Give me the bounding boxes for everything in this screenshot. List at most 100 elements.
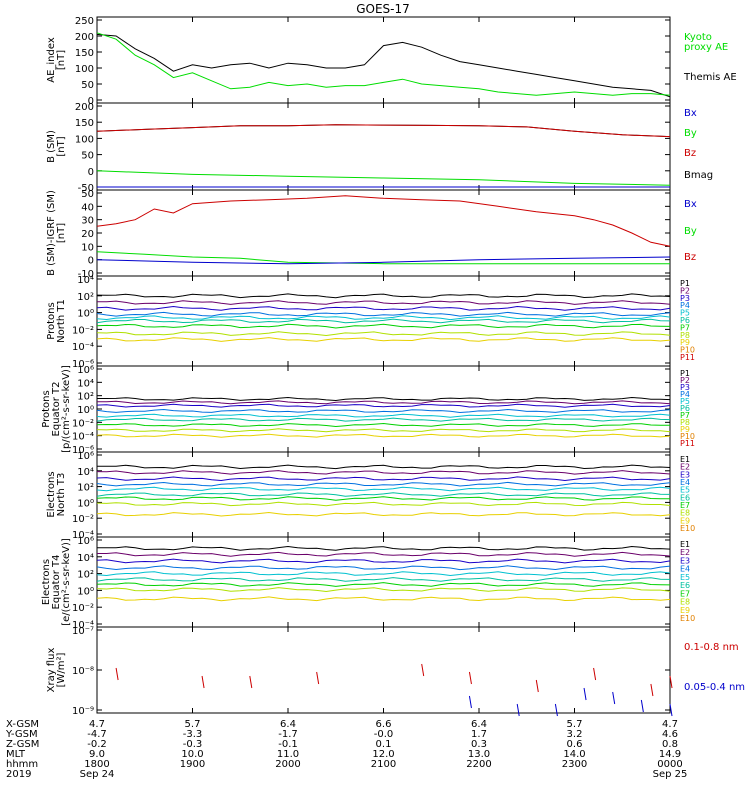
y-tick-label: 250 [75,16,94,27]
protons-equator-t2-ch5 [96,413,671,418]
panel-eet4: 10⁶ 10⁴ 10² 10⁰ 10⁻² 10⁻⁴ Electrons Equator T4[… [41,536,695,631]
legend-entry: E1 [680,455,690,464]
legend-entry: P3 [680,294,690,303]
protons-north-t1-ch7 [96,323,671,329]
xray-long-segment [535,679,539,693]
legend-entry: E2 [680,548,690,557]
legend-entry: E5 [680,573,690,582]
y-tick-label: 10⁻² [72,325,94,336]
y-tick-label: 50 [81,151,94,162]
electrons-north-t3-ch3 [96,476,671,482]
legend-entry: P7 [680,323,690,332]
footer-value: 5.7 [567,719,583,730]
y-tick-label: 10⁻⁶ [72,445,94,456]
bsm-bmag-series [96,124,671,138]
y-tick-label: 10⁻⁴ [72,620,94,631]
y-axis-label: [nT] [56,223,67,243]
legend-entry: 0.05-0.4 nm [684,682,745,693]
protons-equator-t2-ch1 [97,396,671,402]
electrons-equator-t4-ch8 [96,587,671,593]
electrons-north-t3-ch8 [96,501,671,507]
y-tick-label: 10⁻⁴ [72,432,94,443]
electrons-north-t3-ch7 [96,496,671,501]
bigrf-by-series [96,251,670,265]
y-tick-label: 10⁻⁶ [72,359,94,370]
y-tick-label: 50 [81,80,94,91]
footer-value: 2200 [466,759,491,770]
legend-entry: By [684,128,697,139]
bsm-by-series [96,170,671,186]
footer-value: 0.6 [567,739,583,750]
y-tick-label: 50 [81,189,94,200]
y-tick-label: 0 [88,96,94,107]
y-tick-label: 10² [77,570,94,581]
y-axis-label: North T1 [56,299,67,343]
xray-short-segment [554,703,558,717]
electrons-north-t3-ch6 [96,492,671,497]
protons-north-t1-ch5 [96,315,671,321]
legend-entry: P11 [680,353,695,362]
legend-entry: E10 [680,524,695,533]
protons-north-t1-ch1 [96,293,671,299]
y-axis-label: Equator T2 [51,382,62,437]
y-tick-label: 10⁴ [77,378,94,389]
footer-row-label: Z-GSM [6,739,39,750]
footer-row-label: Y-GSM [5,729,38,740]
y-tick-label: 100 [75,134,94,145]
protons-north-t1-ch3 [96,305,671,311]
footer-value: 5.7 [185,719,201,730]
y-tick-label: 150 [75,48,94,59]
legend-entry: E4 [680,478,690,487]
y-tick-label: -50 [78,183,94,194]
panel-frame [96,626,671,714]
y-tick-label: 150 [75,118,94,129]
legend-entry: E7 [680,589,690,598]
y-tick-label: 0 [88,167,94,178]
xray-short-segment [640,699,644,713]
footer-value: 10.0 [181,749,203,760]
y-axis-label: Electrons [41,559,52,605]
legend-entry: P8 [680,418,690,427]
kyoto-proxy-ae-series [96,32,671,96]
y-tick-label: 10⁻⁴ [72,342,94,353]
plot-title: GOES-17 [356,2,410,16]
legend-entry: P6 [680,316,690,325]
protons-north-t1-ch4 [96,311,671,317]
legend-entry: P2 [680,286,690,295]
legend-entry: P6 [680,404,690,413]
footer-value: -3.3 [183,729,203,740]
legend-entry: E9 [680,606,690,615]
footer-value: 2000 [275,759,300,770]
panel-frame [96,451,671,538]
footer-value: 2100 [371,759,396,770]
y-tick-label: 10⁶ [77,365,94,376]
legend-entry: E7 [680,501,690,510]
y-axis-label: [nT] [56,50,67,70]
protons-equator-t2-ch2 [97,400,671,405]
legend-entry: E6 [680,493,690,502]
legend-entry: E10 [680,614,695,623]
footer-value: 0000 [657,759,682,770]
y-tick-label: 200 [75,32,94,43]
y-tick-label: 10⁰ [77,309,94,320]
legend-entry: P3 [680,383,690,392]
footer-value: 0.8 [662,739,678,750]
legend-entry: P5 [680,397,690,406]
y-tick-label: 100 [75,64,94,75]
xray-long-segment [468,671,472,685]
y-tick-label: 10⁶ [77,451,94,462]
electrons-equator-t4-ch1 [96,545,671,551]
footer-row-label: 2019 [6,769,31,780]
y-tick-label: 10⁰ [77,498,94,509]
y-axis-label: B (SM) [46,130,57,163]
panel-frame [96,102,671,191]
legend-entry: Bx [684,108,697,119]
y-tick-label: 10⁻² [72,514,94,525]
xray-short-segment [516,703,520,717]
footer-value: 4.6 [662,729,678,740]
xray-short-segment [612,691,616,705]
legend-entry: E8 [680,598,690,607]
protons-north-t1-ch8 [96,331,671,337]
